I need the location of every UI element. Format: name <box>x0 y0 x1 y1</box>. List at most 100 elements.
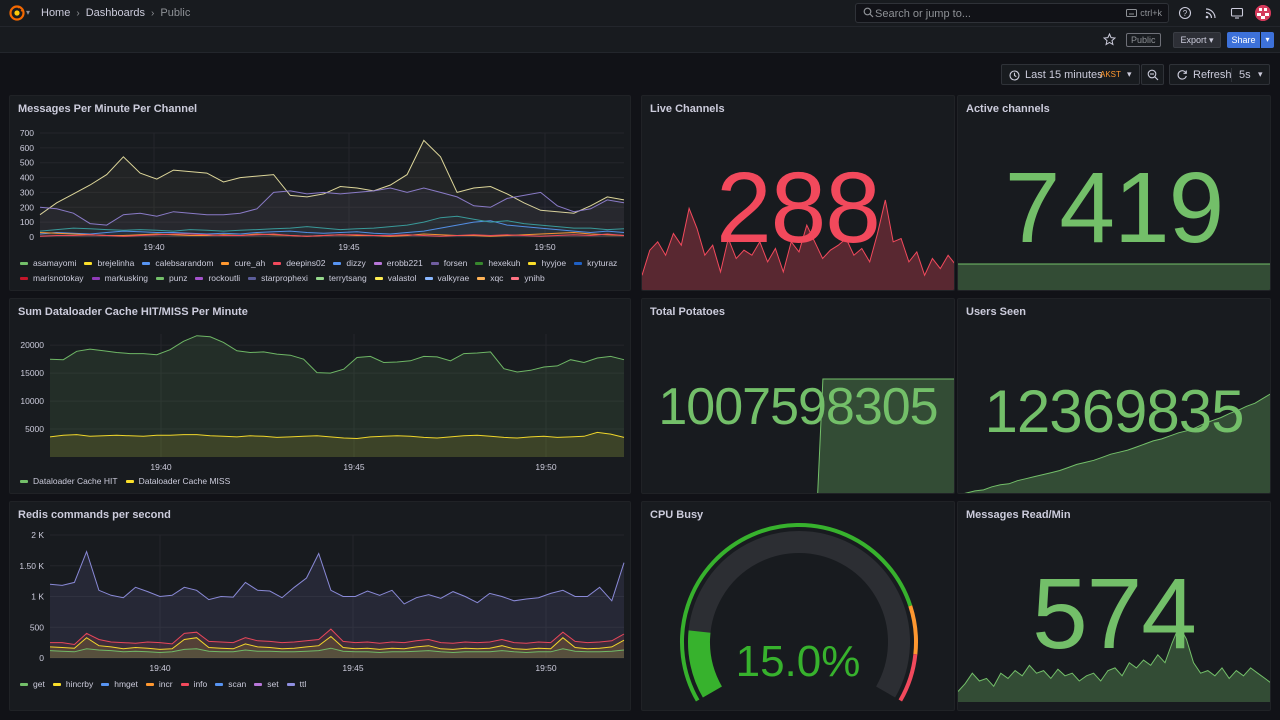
legend-swatch <box>475 261 484 265</box>
search-input[interactable]: Search or jump to... ctrl+k <box>855 3 1169 23</box>
panel-title[interactable]: Messages Read/Min <box>966 509 1071 521</box>
legend-item[interactable]: cure_ah <box>221 257 265 269</box>
panel-title[interactable]: Sum Dataloader Cache HIT/MISS Per Minute <box>18 306 248 318</box>
legend-item[interactable]: set <box>254 678 279 690</box>
grafana-logo-icon[interactable] <box>9 5 25 21</box>
y-tick-label: 0 <box>39 653 44 663</box>
panel-title[interactable]: Total Potatoes <box>650 306 725 318</box>
help-icon[interactable]: ? <box>1178 6 1192 20</box>
legend-item[interactable]: terrytsang <box>315 272 367 284</box>
legend-item[interactable]: xqc <box>477 272 503 284</box>
timezone-label: AKST <box>1100 70 1121 79</box>
legend-item[interactable]: hmget <box>101 678 138 690</box>
legend-item[interactable]: hyyjoe <box>528 257 566 269</box>
share-menu-chevron-icon[interactable]: ▾ <box>1261 32 1274 48</box>
chevron-down-icon[interactable]: ▾ <box>1258 69 1263 79</box>
legend-item[interactable]: punz <box>156 272 187 284</box>
panel-title[interactable]: Active channels <box>966 103 1050 115</box>
share-button[interactable]: Share <box>1227 32 1260 48</box>
stat-value: 12369835 <box>984 378 1245 445</box>
sparkline-line <box>642 199 954 277</box>
legend-item[interactable]: calebsarandom <box>142 257 213 269</box>
legend-swatch <box>91 276 100 280</box>
svg-text:?: ? <box>1183 9 1188 18</box>
legend-item[interactable]: rockoutli <box>195 272 240 284</box>
legend-item[interactable]: info <box>180 678 207 690</box>
legend-item[interactable]: deepins02 <box>273 257 325 269</box>
legend-swatch <box>574 261 583 265</box>
series-line-set <box>49 647 625 654</box>
legend-item[interactable]: scan <box>215 678 246 690</box>
zoom-out-icon <box>1147 69 1159 81</box>
rss-news-icon[interactable] <box>1204 6 1218 20</box>
refresh-button[interactable]: Refresh <box>1193 69 1232 81</box>
total-potatoes-sparkline <box>817 378 954 493</box>
time-range-picker[interactable]: Last 15 minutes AKST ▾ <box>1001 64 1140 85</box>
export-button[interactable]: Export ▾ <box>1173 32 1221 48</box>
legend-item[interactable]: incr <box>145 678 173 690</box>
sparkline-area <box>642 200 954 290</box>
series-line-ttl <box>49 550 625 605</box>
series-area <box>40 220 624 237</box>
user-avatar[interactable] <box>1255 5 1271 21</box>
legend-item[interactable]: Dataloader Cache HIT <box>20 475 118 487</box>
legend-swatch <box>180 682 189 686</box>
breadcrumb-separator-icon: › <box>76 7 80 19</box>
legend-item[interactable]: valastol <box>374 272 417 284</box>
breadcrumb-dashboards[interactable]: Dashboards <box>85 7 146 19</box>
legend-item[interactable]: erobb221 <box>373 257 423 269</box>
legend-label: hmget <box>114 679 138 689</box>
chevron-down-icon[interactable]: ▾ <box>26 8 31 17</box>
legend-item[interactable]: ttl <box>286 678 306 690</box>
legend-label: set <box>267 679 279 689</box>
legend-item[interactable]: kryturaz <box>574 257 617 269</box>
series-line-Dataloader Cache HIT <box>49 335 625 374</box>
legend-item[interactable]: starprophexi <box>248 272 308 284</box>
panel-title[interactable]: Live Channels <box>650 103 725 115</box>
legend-item[interactable]: dizzy <box>333 257 366 269</box>
sparkline-area <box>966 394 1270 493</box>
legend-label: hyyjoe <box>541 258 567 268</box>
legend-item[interactable]: valkyrae <box>424 272 469 284</box>
refresh-interval[interactable]: 5s <box>1239 69 1251 81</box>
legend-item[interactable]: brejelinha <box>84 257 134 269</box>
panel-title[interactable]: Users Seen <box>966 306 1026 318</box>
messages-chart[interactable]: 0 100 200 300 400 500 600 700 19:40 19:45 19:50 <box>10 121 631 257</box>
chart-legend: Dataloader Cache HIT Dataloader Cache MIS… <box>20 475 620 487</box>
panel-title[interactable]: Messages Per Minute Per Channel <box>18 103 198 115</box>
y-tick-label: 300 <box>20 187 34 197</box>
legend-swatch <box>101 682 110 686</box>
panel-title[interactable]: CPU Busy <box>650 509 704 521</box>
legend-item[interactable]: ynihb <box>511 272 545 284</box>
series-area <box>50 551 624 658</box>
legend-item[interactable]: asamayomi <box>20 257 76 269</box>
legend-item[interactable]: markusking <box>91 272 148 284</box>
kiosk-monitor-icon[interactable] <box>1230 6 1244 20</box>
breadcrumb-home[interactable]: Home <box>41 7 71 19</box>
y-tick-label: 500 <box>30 622 44 632</box>
legend-swatch <box>286 682 295 686</box>
refresh-picker[interactable]: Refresh 5s ▾ <box>1169 64 1270 85</box>
sparkline-line <box>964 393 1270 493</box>
panel-active-channels: Active channels 7419 <box>957 95 1271 291</box>
shortcut-label: ctrl+k <box>1140 8 1162 18</box>
panel-dataloader-cache: Sum Dataloader Cache HIT/MISS Per Minute… <box>9 298 631 494</box>
legend-swatch <box>248 276 257 280</box>
sparkline-line <box>958 624 1270 692</box>
legend-item[interactable]: marisnotokay <box>20 272 84 284</box>
legend-item[interactable]: get <box>20 678 45 690</box>
panel-title[interactable]: Redis commands per second <box>18 509 171 521</box>
sparkline-area <box>958 626 1270 702</box>
star-favorite-icon[interactable] <box>1103 33 1116 46</box>
legend-swatch <box>84 261 93 265</box>
dataloader-chart[interactable]: 5000 10000 15000 20000 19:40 19:45 19:50 <box>10 324 631 474</box>
legend-item[interactable]: Dataloader Cache MISS <box>125 475 230 487</box>
legend-item[interactable]: hexekuh <box>475 257 520 269</box>
live-channels-sparkline <box>642 199 954 290</box>
redis-chart[interactable]: 0 500 1 K 1.50 K 2 K 19:40 19:45 19:50 <box>10 524 631 676</box>
legend-item[interactable]: hincrby <box>52 678 93 690</box>
series-line-Dataloader Cache MISS <box>49 431 625 440</box>
legend-item[interactable]: forsen <box>430 257 467 269</box>
zoom-out-button[interactable] <box>1141 64 1164 85</box>
panel-cpu-busy: CPU Busy 15.0% <box>641 501 955 711</box>
